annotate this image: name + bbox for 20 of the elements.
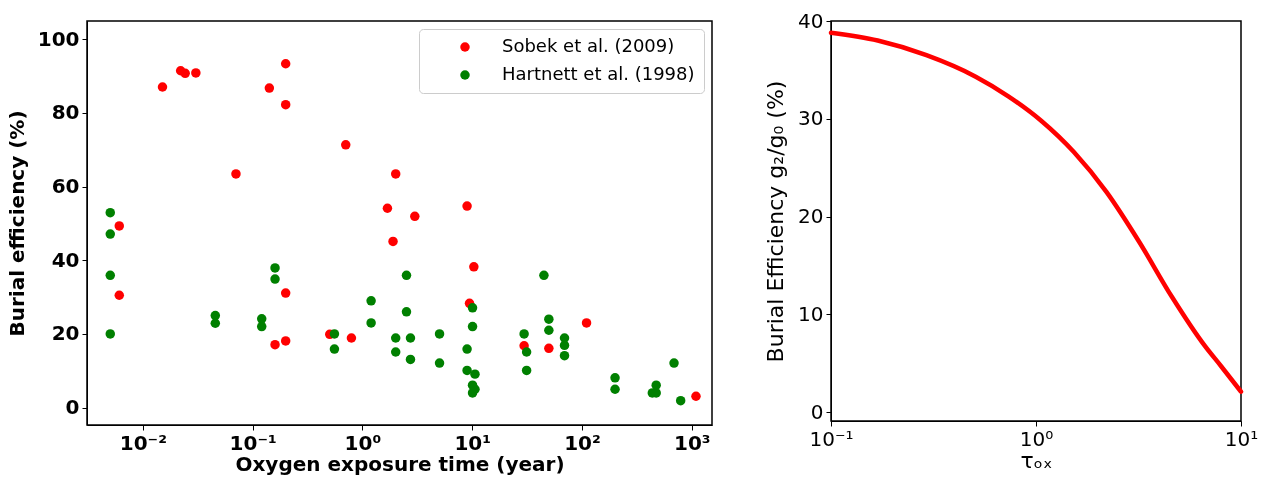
x-tick-label: 10²: [564, 430, 601, 455]
y-tick-label: 10: [798, 301, 824, 326]
x-tick-label: 10⁻¹: [809, 426, 854, 451]
y-tick-label: 60: [51, 174, 80, 199]
x-tick-label: 10¹: [1224, 426, 1259, 451]
y-tick-label: 0: [65, 395, 80, 420]
y-axis-title: Burial efficiency (%): [4, 110, 29, 337]
x-tick-label: 10³: [673, 430, 711, 455]
y-tick-label: 0: [810, 399, 824, 424]
y-tick-label: 30: [798, 106, 824, 131]
y-tick-label: 20: [798, 204, 824, 229]
legend-label: Sobek et al. (2009): [502, 35, 675, 56]
y-tick-label: 40: [798, 8, 824, 33]
y-axis-title: Burial Efficiency g₂/g₀ (%): [763, 80, 789, 363]
y-tick-label: 20: [51, 321, 80, 346]
y-tick-label: 100: [37, 26, 80, 51]
x-tick-label: 10⁻²: [119, 430, 167, 455]
y-tick-label: 40: [51, 247, 80, 272]
y-tick-label: 80: [51, 100, 80, 125]
legend-label: Hartnett et al. (1998): [502, 63, 695, 84]
